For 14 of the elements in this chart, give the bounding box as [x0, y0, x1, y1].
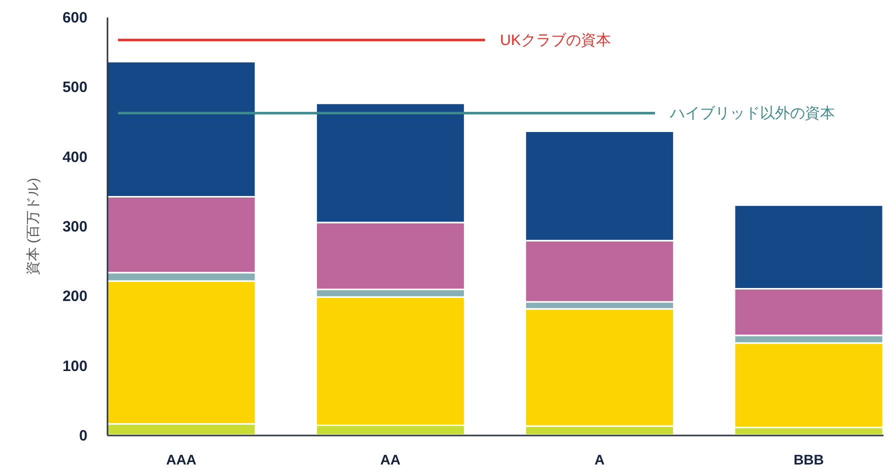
y-tick-label: 100	[62, 358, 88, 375]
y-tick-label: 300	[62, 218, 88, 236]
x-tick-label: A	[594, 452, 605, 468]
y-tick-label: 600	[62, 10, 88, 26]
y-tick-label: 500	[62, 79, 88, 96]
ref-line-label: ハイブリッド以外の資本	[669, 105, 835, 122]
y-axis-title: 資本 (百万ドル)	[24, 178, 40, 276]
y-tick-label: 0	[79, 428, 88, 444]
x-tick-label: BBB	[794, 452, 824, 468]
y-tick-label: 400	[62, 148, 88, 166]
x-tick-label: AA	[380, 452, 401, 468]
y-tick-label: 200	[62, 288, 88, 306]
ref-line-label: UKクラブの資本	[500, 32, 611, 49]
x-tick-label: AAA	[166, 452, 196, 468]
